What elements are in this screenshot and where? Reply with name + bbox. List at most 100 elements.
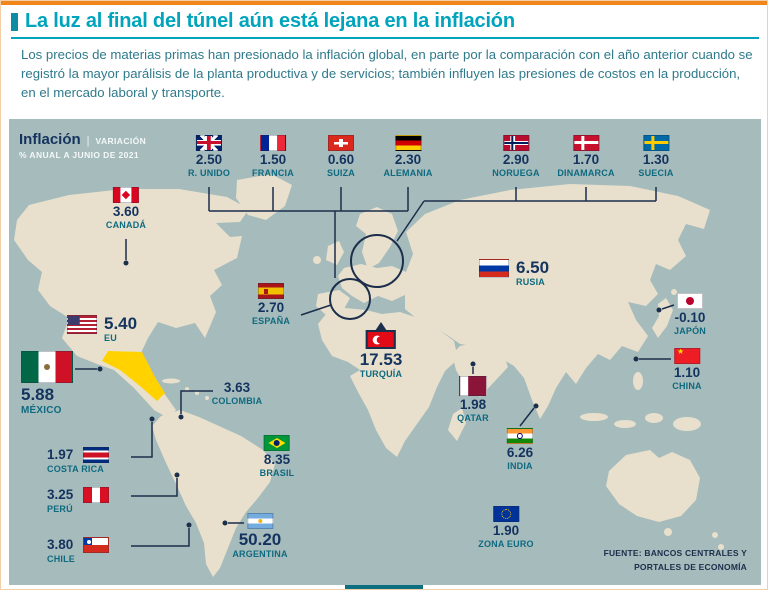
flag-uk-icon [195, 135, 222, 151]
source-line-2: PORTALES DE ECONOMÍA [634, 561, 747, 572]
inflation-value: 50.20 [238, 530, 282, 549]
iberia [316, 290, 350, 315]
chile-pointer [131, 528, 190, 547]
connector-lines [75, 187, 675, 547]
page-title: La luz al final del túnel aún está lejan… [25, 10, 515, 32]
inflation-value: -0.10 [674, 310, 706, 325]
marker-spain: 2.70 ESPAÑA [252, 283, 290, 326]
country-label: RUSIA [516, 277, 546, 287]
inflation-value: 1.10 [673, 365, 701, 380]
country-label: NORUEGA [492, 167, 540, 178]
marker-china: 1.10 CHINA [672, 348, 702, 391]
marker-germany: 2.30 ALEMANIA [383, 135, 432, 178]
world-map [9, 119, 761, 585]
australia [606, 450, 700, 522]
source-line-1: FUENTE: BANCOS CENTRALES Y [603, 548, 747, 558]
title-underline [11, 37, 759, 39]
marker-chile: 3.80 CHILE [47, 537, 110, 564]
inflation-value: 2.70 [257, 300, 285, 315]
flag-qatar-icon [458, 376, 487, 396]
country-label: COSTA RICA [47, 464, 104, 474]
flag-turkey-icon [365, 330, 396, 349]
flag-russia-icon [479, 259, 509, 278]
source-note: FUENTE: BANCOS CENTRALES Y PORTALES DE E… [604, 547, 747, 574]
top-accent-bar [1, 1, 767, 5]
marker-costa-rica: 1.97 COSTA RICA [47, 447, 110, 474]
country-label: ARGENTINA [232, 549, 288, 559]
flag-eurozone-icon [493, 506, 519, 522]
mexico-highlight [102, 351, 165, 401]
marker-canada: 3.60 CANADÁ [106, 187, 146, 230]
marker-norway: 2.90 NORUEGA [492, 135, 540, 178]
marker-usa: 5.40 EU [67, 315, 137, 343]
bottom-accent-bar [345, 585, 423, 589]
indonesia [580, 413, 608, 421]
marker-sweden: 1.30 SUECIA [638, 135, 673, 178]
continent-asia [405, 184, 710, 419]
flag-france-icon [260, 135, 286, 151]
flag-spain-icon [257, 283, 284, 299]
legend-separator: | [86, 135, 90, 147]
spain-pointer [300, 304, 332, 316]
legend-title: Inflación [19, 131, 81, 148]
flag-chile-icon [83, 537, 110, 553]
flag-mexico-icon [21, 351, 73, 383]
legend-period: % ANUAL A JUNIO DE 2021 [19, 150, 140, 160]
inflation-value: 1.90 [492, 523, 520, 538]
flag-argentina-icon [247, 513, 273, 529]
inflation-value: 2.90 [502, 152, 530, 167]
country-label: QATAR [457, 412, 489, 423]
peru-pointer [131, 478, 178, 497]
inflation-value: 2.50 [195, 152, 223, 167]
philippines [633, 372, 643, 390]
inflation-value: 2.30 [394, 152, 422, 167]
title-row: La luz al final del túnel aún está lejan… [11, 10, 515, 33]
inflation-value: 8.35 [263, 452, 291, 467]
flag-sweden-icon [643, 135, 669, 151]
marker-japan: -0.10 JAPÓN [674, 293, 706, 336]
colombia-pointer [180, 390, 213, 414]
flag-denmark-icon [572, 135, 599, 151]
country-label: SUIZA [327, 167, 355, 178]
country-label: SUECIA [638, 167, 674, 178]
marker-peru: 3.25 PERÚ [47, 487, 110, 514]
japan-pointer [661, 304, 675, 310]
marker-denmark: 1.70 DINAMARCA [557, 135, 614, 178]
country-label: CHINA [672, 380, 702, 391]
country-label: JAPÓN [673, 325, 707, 336]
country-label: EU [104, 333, 117, 343]
nordics-connector [396, 187, 657, 242]
inflation-value: 3.60 [112, 204, 140, 219]
inflation-value: 1.50 [259, 152, 287, 167]
europe-west-connector [208, 187, 409, 278]
marker-argentina: 50.20 ARGENTINA [232, 513, 287, 559]
marker-india: 6.26 INDIA [507, 428, 533, 471]
flag-peru-icon [83, 487, 110, 503]
flag-brazil-icon [263, 435, 290, 451]
greenland [236, 174, 292, 220]
country-label: BRASIL [259, 467, 295, 478]
inflation-value: 3.80 [47, 537, 74, 553]
continent-north-america [14, 189, 249, 418]
country-label: CANADÁ [105, 219, 147, 230]
legend: Inflación | VARIACIÓN % ANUAL A JUNIO DE… [19, 131, 146, 160]
ireland-island [313, 256, 321, 264]
country-label: DINAMARCA [557, 167, 615, 178]
country-label: R. UNIDO [187, 167, 231, 178]
turkey-pointer-triangle [375, 322, 387, 331]
legend-subtitle: VARIACIÓN [95, 136, 147, 146]
inflation-value: 6.50 [516, 258, 550, 277]
inflation-value: 5.40 [104, 314, 138, 333]
inflation-value: 3.25 [47, 487, 74, 503]
inflation-value: 1.30 [642, 152, 670, 167]
europe-mainland [338, 264, 412, 303]
continent-south-america [152, 410, 275, 577]
flag-usa-icon [67, 315, 97, 334]
country-label: TURQUÍA [359, 369, 403, 379]
flag-japan-icon [676, 293, 703, 309]
flag-switzerland-icon [328, 135, 354, 151]
inflation-value: 5.88 [21, 385, 55, 404]
marker-uk: 2.50 R. UNIDO [188, 135, 230, 178]
country-label: COLOMBIA [211, 395, 263, 406]
